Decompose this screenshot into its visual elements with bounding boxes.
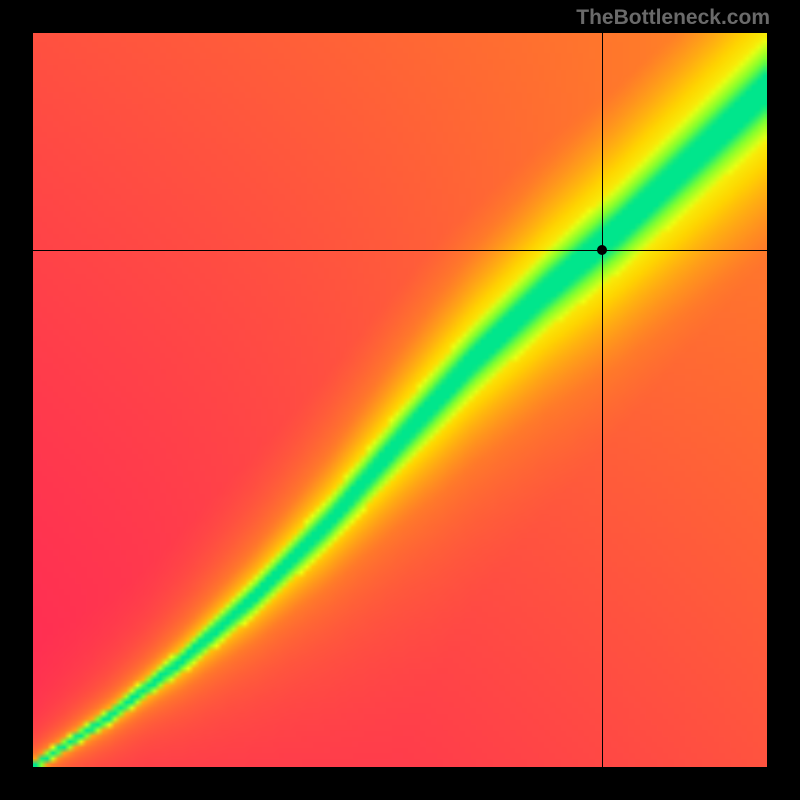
watermark-text: TheBottleneck.com [576,6,770,30]
heatmap-canvas [33,33,767,767]
crosshair-horizontal [33,250,767,251]
crosshair-vertical [602,33,603,767]
heatmap-plot [33,33,767,767]
marker-dot [597,245,607,255]
